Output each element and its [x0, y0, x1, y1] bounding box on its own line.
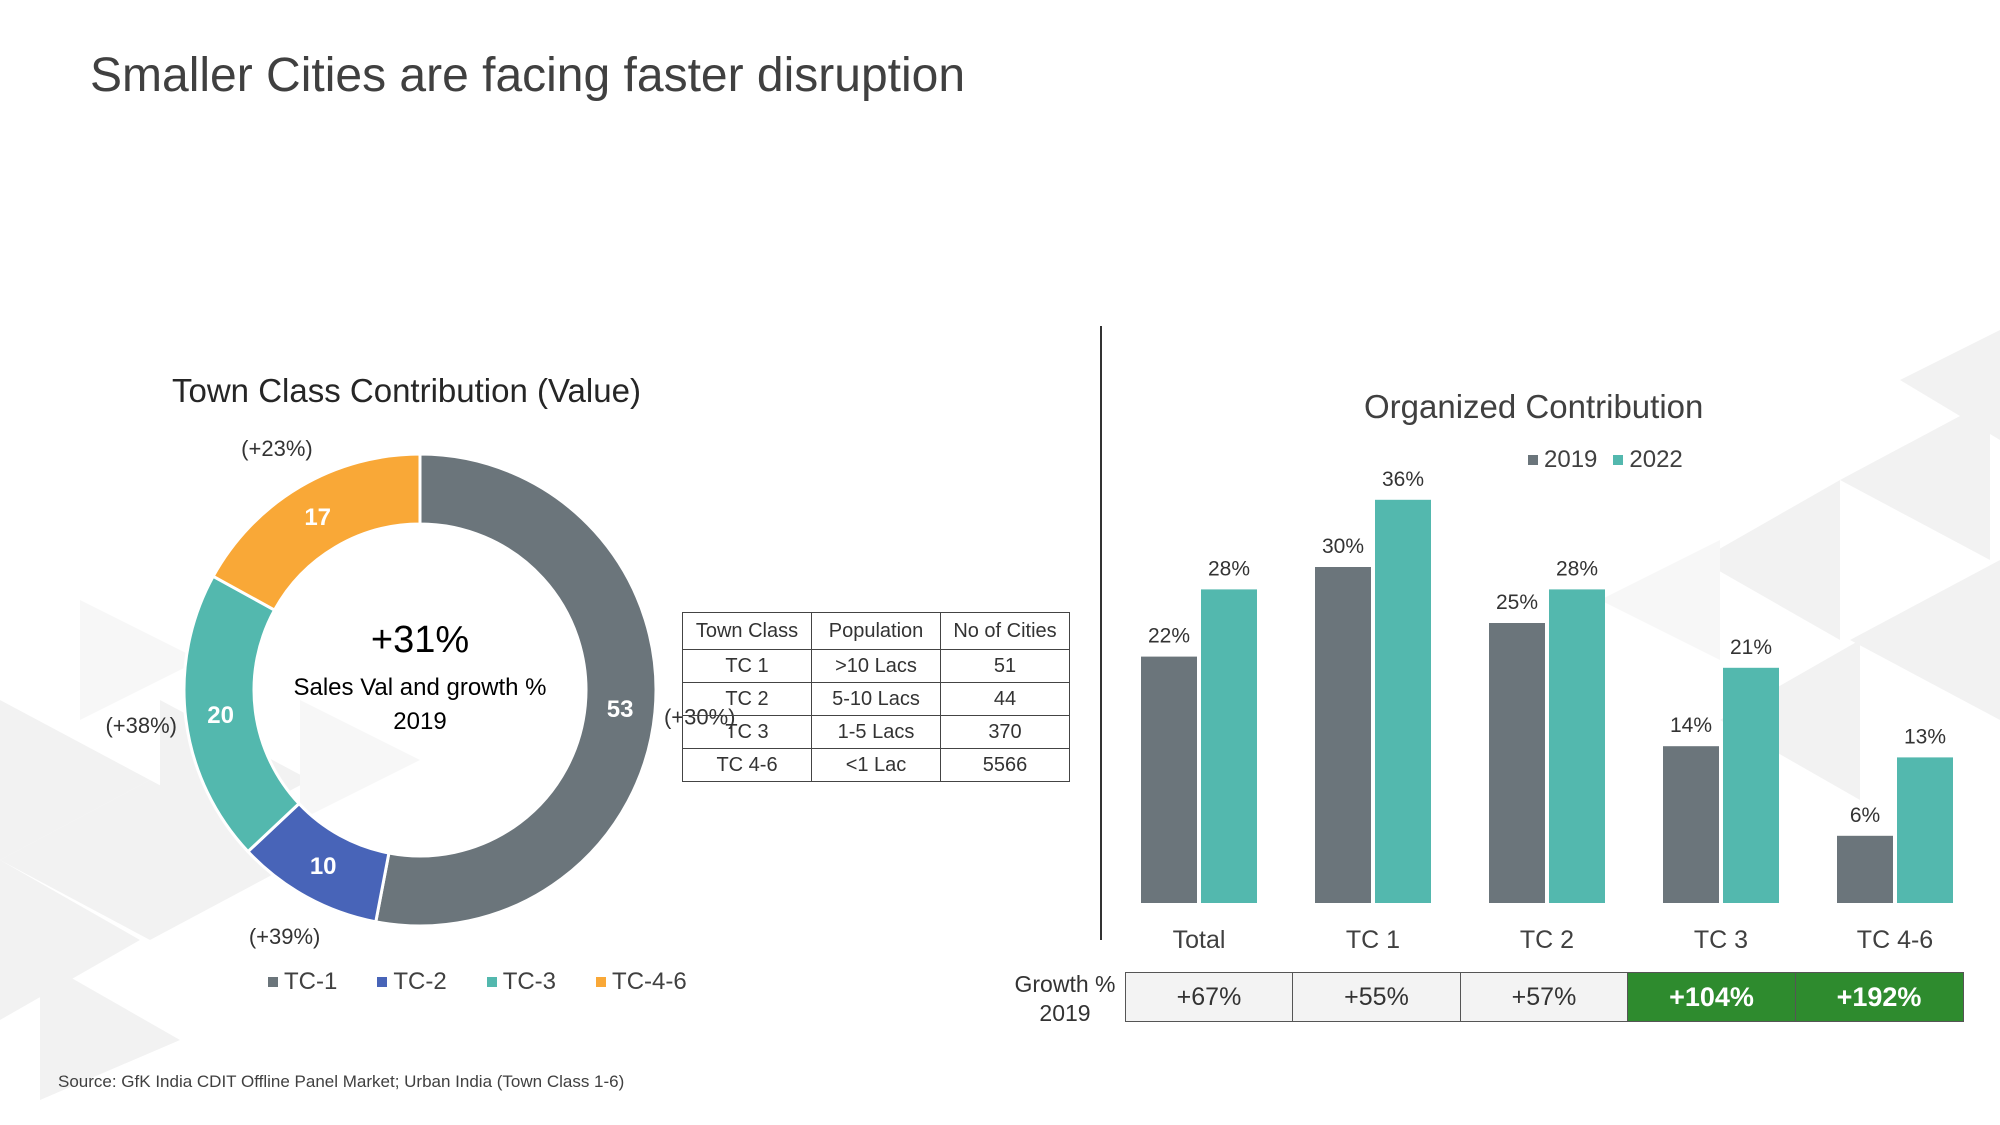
growth-label-line1: Growth % [1014, 971, 1116, 997]
donut-value-label: 53 [607, 696, 634, 723]
table-cell: <1 Lac [811, 748, 941, 782]
donut-center-text: Sales Val and growth % [293, 674, 546, 701]
donut-center-year: 2019 [393, 708, 446, 735]
bar-value-label: 28% [1556, 557, 1598, 580]
legend-item-tc3: TC-3 [486, 968, 556, 996]
bar-chart-title: Organized Contribution [1364, 388, 1704, 425]
legend-item-2019: 2019 [1528, 446, 1597, 474]
bar-category-label: TC 1 [1346, 926, 1400, 954]
donut-legend: TC-1 TC-2 TC-3 TC-4-6 [268, 968, 687, 996]
table-cell: 370 [940, 715, 1070, 749]
table-cell: TC 1 [682, 649, 812, 683]
legend-item-2022: 2022 [1613, 446, 1683, 474]
growth-cell: +57% [1459, 972, 1629, 1022]
legend-swatch-tc46 [596, 977, 607, 987]
growth-cell: +67% [1124, 972, 1294, 1022]
bar-2022-3 [1723, 667, 1779, 903]
table-header-cell: Town Class [682, 612, 812, 650]
table-cell: 51 [940, 649, 1070, 683]
table-header-cell: No of Cities [940, 612, 1070, 650]
donut-segment-tc46 [211, 452, 422, 613]
donut-value-label: 10 [310, 853, 337, 880]
growth-cell: +192% [1794, 972, 1964, 1022]
donut-value-label: 20 [207, 702, 234, 729]
bar-value-label: 21% [1730, 636, 1772, 659]
bar-value-label: 13% [1904, 725, 1946, 748]
legend-swatch-tc3 [486, 977, 497, 987]
table-cell: 5-10 Lacs [811, 682, 941, 716]
bar-value-label: 28% [1208, 557, 1250, 580]
donut-chart-title: Town Class Contribution (Value) [172, 372, 641, 409]
section-divider [1100, 326, 1102, 940]
legend-swatch-tc2 [377, 977, 388, 987]
table-row: TC 1 >10 Lacs 51 [682, 649, 1070, 683]
table-header-row: Town Class Population No of Cities [682, 612, 1070, 650]
source-note: Source: GfK India CDIT Offline Panel Mar… [58, 1072, 625, 1091]
legend-swatch-2019 [1528, 455, 1538, 465]
growth-row-label: Growth % 2019 [1000, 970, 1130, 1028]
donut-center-value: +31% [371, 619, 469, 661]
donut-growth-label: (+39%) [249, 924, 321, 949]
growth-cell: +55% [1292, 972, 1461, 1022]
legend-item-tc46: TC-4-6 [596, 968, 687, 996]
bar-category-label: TC 3 [1694, 926, 1748, 954]
bar-value-label: 14% [1670, 714, 1712, 737]
legend-swatch-2022 [1613, 455, 1624, 465]
bar-2019-1 [1315, 567, 1371, 903]
town-class-table: Town Class Population No of Cities TC 1 … [682, 612, 1070, 782]
table-cell: 1-5 Lacs [811, 715, 941, 749]
bar-value-label: 22% [1148, 625, 1190, 648]
bar-value-label: 36% [1382, 468, 1424, 491]
bar-2019-0 [1141, 656, 1197, 903]
bar-category-label: TC 2 [1520, 926, 1574, 954]
table-cell: >10 Lacs [811, 649, 941, 683]
bar-2019-4 [1837, 835, 1893, 903]
donut-growth-label: (+23%) [241, 436, 313, 461]
donut-growth-label: (+38%) [105, 713, 177, 738]
bar-value-label: 25% [1496, 591, 1538, 614]
donut-value-label: 17 [304, 504, 331, 531]
bar-category-label: Total [1173, 926, 1226, 954]
table-row: TC 4-6 <1 Lac 5566 [682, 748, 1070, 782]
bar-2022-1 [1375, 499, 1431, 903]
page-title: Smaller Cities are facing faster disrupt… [90, 49, 966, 102]
donut-segment-tc1 [374, 452, 658, 928]
legend-swatch-tc1 [268, 977, 278, 987]
bar-legend: 2019 2022 [1528, 446, 1683, 474]
bar-2019-2 [1489, 623, 1545, 903]
table-header-cell: Population [811, 612, 941, 650]
table-cell: TC 2 [682, 682, 812, 716]
bar-2022-2 [1549, 589, 1605, 903]
legend-item-tc2: TC-2 [377, 968, 447, 996]
bar-2019-3 [1663, 746, 1719, 903]
bar-category-label: TC 4-6 [1857, 926, 1933, 954]
growth-label-line2: 2019 [1039, 1000, 1091, 1026]
table-cell: 5566 [940, 748, 1070, 782]
growth-row: +67% +55% +57% +104% +192% [1124, 972, 1964, 1022]
bar-2022-4 [1897, 757, 1953, 903]
bar-value-label: 30% [1322, 535, 1364, 558]
bar-2022-0 [1201, 589, 1257, 903]
table-cell: TC 4-6 [682, 748, 812, 782]
legend-item-tc1: TC-1 [268, 968, 337, 996]
growth-cell: +104% [1627, 972, 1796, 1022]
bar-value-label: 6% [1850, 804, 1880, 827]
table-row: TC 3 1-5 Lacs 370 [682, 715, 1070, 749]
